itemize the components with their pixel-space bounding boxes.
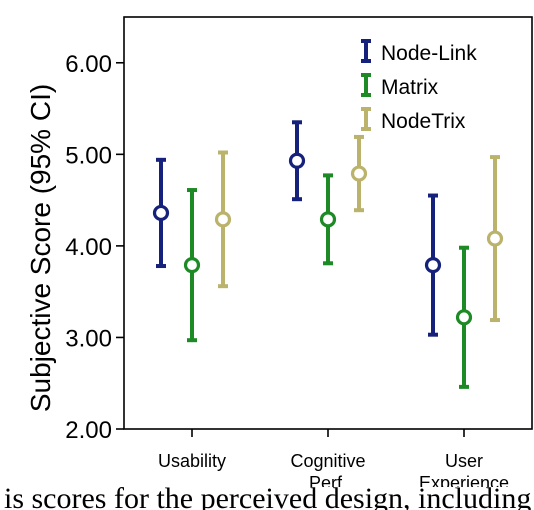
mean-point <box>288 152 306 169</box>
legend-label: Matrix <box>381 76 439 99</box>
x-tick-label: User <box>445 451 483 471</box>
mean-point <box>486 230 504 247</box>
legend-label: Node-Link <box>381 42 477 65</box>
series-node-link <box>152 120 442 337</box>
x-axis-categories: Usability Cognitive Perf. User Experience <box>158 429 509 487</box>
x-tick-label: Experience <box>419 473 509 487</box>
mean-point <box>350 165 368 182</box>
y-axis-ticks: 2.00 3.00 4.00 5.00 6.00 <box>65 51 124 444</box>
y-tick-label: 6.00 <box>65 51 112 78</box>
y-tick-label: 2.00 <box>65 417 112 444</box>
y-tick-label: 5.00 <box>65 142 112 169</box>
x-tick-label: Cognitive <box>290 451 365 471</box>
mean-point <box>214 211 232 228</box>
series-nodetrix <box>214 134 504 323</box>
x-tick-label: Perf. <box>309 473 347 487</box>
y-tick-label: 3.00 <box>65 325 112 352</box>
error-bar-chart: 2.00 3.00 4.00 5.00 6.00 Usability Cognitive P… <box>25 16 533 487</box>
data-series <box>152 120 504 389</box>
series-matrix <box>183 173 473 389</box>
legend: Node-Link Matrix NodeTrix <box>361 39 477 133</box>
caption-text: is scores for the perceived design, incl… <box>4 487 532 510</box>
mean-point <box>152 204 170 222</box>
mean-point <box>455 309 473 326</box>
mean-point <box>319 211 337 228</box>
mean-point <box>424 257 442 274</box>
y-axis-label: Subjective Score (95% CI) <box>25 84 56 412</box>
mean-point <box>183 257 201 274</box>
legend-label: NodeTrix <box>381 110 466 133</box>
x-tick-label: Usability <box>158 451 226 471</box>
y-tick-label: 4.00 <box>65 234 112 261</box>
figure-caption-fragment: is scores for the perceived design, incl… <box>0 487 534 510</box>
